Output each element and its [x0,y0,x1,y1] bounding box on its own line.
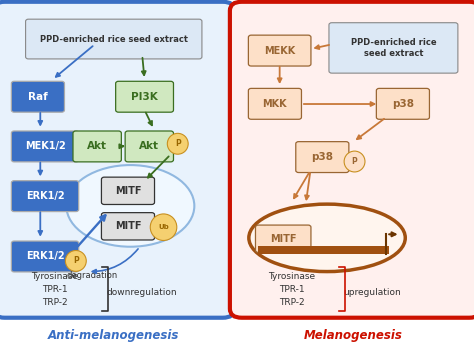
Text: MITF: MITF [115,186,141,196]
Text: degradation: degradation [67,271,118,280]
Text: Tyrosinase
TPR-1
TRP-2: Tyrosinase TPR-1 TRP-2 [31,272,78,307]
Text: P: P [175,139,181,148]
FancyBboxPatch shape [296,142,349,173]
FancyBboxPatch shape [230,2,474,318]
Text: Melanogenesis: Melanogenesis [304,329,402,342]
FancyBboxPatch shape [248,35,311,66]
Text: P: P [73,256,79,266]
FancyBboxPatch shape [11,181,79,212]
FancyBboxPatch shape [73,131,121,162]
FancyBboxPatch shape [101,213,155,240]
Text: P: P [352,157,357,166]
Ellipse shape [65,251,86,271]
FancyBboxPatch shape [376,88,429,119]
Text: MITF: MITF [115,221,141,231]
Text: Akt: Akt [139,141,159,152]
Ellipse shape [66,165,194,247]
FancyBboxPatch shape [116,81,173,112]
Text: MITF: MITF [270,234,296,244]
FancyBboxPatch shape [11,241,79,272]
Text: Anti-melanogenesis: Anti-melanogenesis [48,329,180,342]
Text: p38: p38 [311,152,333,162]
FancyBboxPatch shape [329,23,458,73]
Text: ERK1/2: ERK1/2 [26,191,64,201]
Text: p38: p38 [392,99,414,109]
FancyBboxPatch shape [248,88,301,119]
FancyBboxPatch shape [11,131,79,162]
FancyBboxPatch shape [255,225,311,252]
Text: downregulation: downregulation [107,288,177,297]
Ellipse shape [167,133,188,154]
Text: MEK1/2: MEK1/2 [25,141,65,152]
Text: PI3K: PI3K [131,92,158,102]
Text: MKK: MKK [263,99,287,109]
Text: PPD-enriched rice seed extract: PPD-enriched rice seed extract [40,34,188,44]
Ellipse shape [150,214,177,240]
Ellipse shape [249,204,405,272]
Text: Akt: Akt [87,141,107,152]
Text: Raf: Raf [28,92,48,102]
FancyBboxPatch shape [26,19,202,59]
Bar [258,246,389,254]
Ellipse shape [344,151,365,172]
FancyBboxPatch shape [0,2,235,318]
Text: upregulation: upregulation [344,288,401,297]
FancyBboxPatch shape [101,177,155,204]
Text: Ub: Ub [158,224,169,230]
FancyBboxPatch shape [11,81,64,112]
Text: PPD-enriched rice
seed extract: PPD-enriched rice seed extract [351,38,436,58]
Text: ERK1/2: ERK1/2 [26,251,64,262]
Text: Tyrosinase
TPR-1
TRP-2: Tyrosinase TPR-1 TRP-2 [268,272,315,307]
Text: MEKK: MEKK [264,45,295,56]
FancyBboxPatch shape [125,131,173,162]
